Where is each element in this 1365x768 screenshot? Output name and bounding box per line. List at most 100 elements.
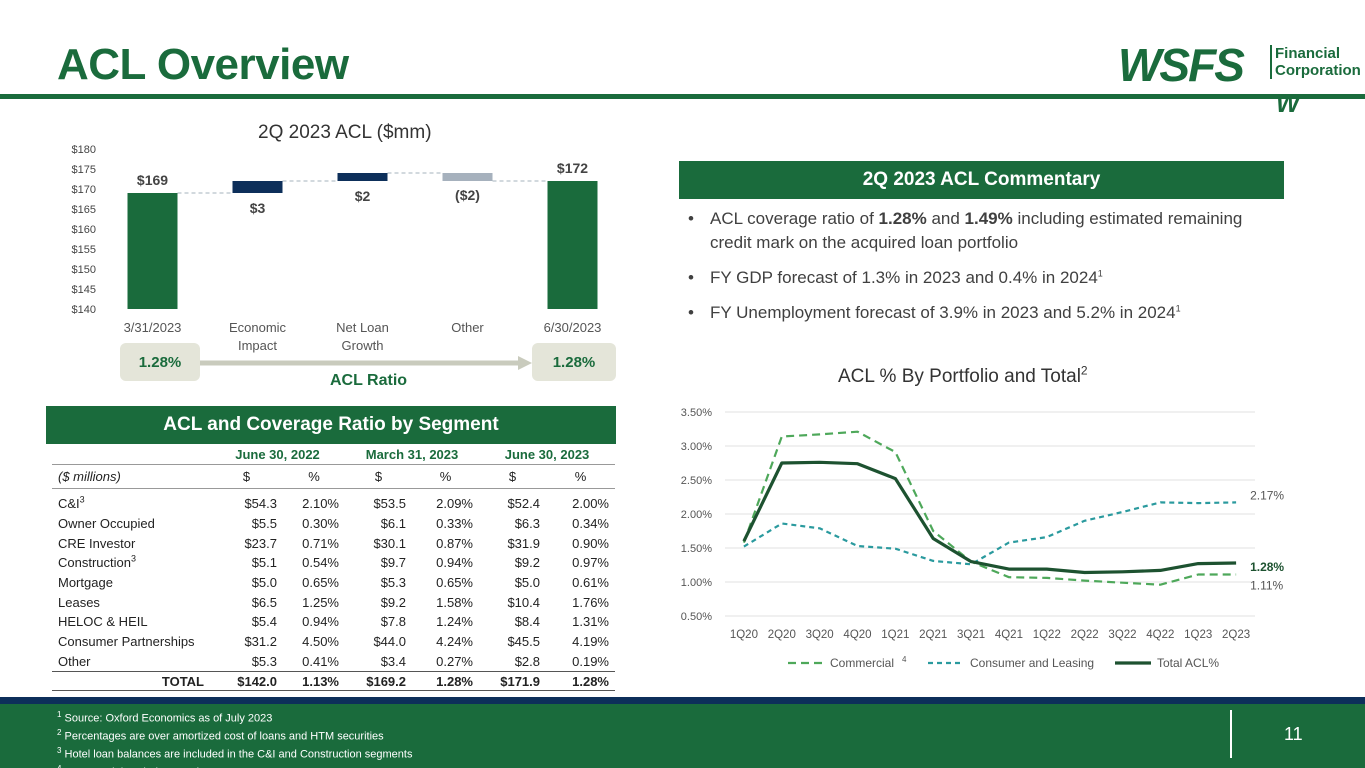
y-tick-label: $140 [72, 304, 96, 316]
acl-ratio-start: 1.28% [120, 343, 200, 381]
x-tick-label: 3Q21 [957, 629, 985, 641]
x-tick-label: 6/30/2023 [544, 320, 602, 335]
bullet1-text-a: ACL coverage ratio of [710, 209, 879, 228]
series-end-label: 2.17% [1250, 488, 1284, 502]
segment-banner: ACL and Coverage Ratio by Segment [46, 406, 616, 444]
table-period-header: June 30, 2022 March 31, 2023 June 30, 20… [52, 445, 615, 466]
line-chart-title-footnote: 2 [1080, 363, 1088, 378]
footer-band [0, 697, 1365, 704]
waterfall-bar [547, 181, 598, 309]
footnote: 2 Percentages are over amortized cost of… [57, 728, 384, 743]
y-tick-label: $145 [72, 284, 96, 296]
table-row: HELOC & HEIL $5.4 0.94% $7.8 1.24% $8.4 1.31% [52, 612, 615, 632]
ratio-arrow [200, 356, 532, 370]
y-tick-label: $175 [72, 164, 96, 176]
commentary-banner: 2Q 2023 ACL Commentary [679, 161, 1284, 199]
period-header: June 30, 2023 [479, 445, 615, 466]
table-row: C&I3 $54.3 2.10% $53.5 2.09% $52.4 2.00% [52, 489, 615, 514]
cell-ratio: 0.65% [436, 575, 473, 591]
x-tick-label: 1Q22 [1033, 629, 1061, 641]
cell-amount: $5.0 [514, 575, 540, 591]
cell-ratio: 4.24% [436, 634, 473, 650]
x-tick-label: 3/31/2023 [124, 320, 182, 335]
cell-ratio: 0.33% [436, 516, 473, 532]
x-tick-label: 1Q20 [730, 629, 758, 641]
segment-label: Mortgage [58, 575, 113, 591]
x-tick-label: Impact [238, 338, 277, 353]
cell-amount: $52.4 [507, 495, 540, 511]
bullet2-footnote: 1 [1097, 268, 1103, 279]
series-line [743, 501, 1237, 566]
cell-amount: $54.3 [244, 495, 277, 511]
cell-amount: $5.4 [251, 614, 277, 630]
bullet1-value-a: 1.28% [878, 209, 927, 228]
cell-amount: $6.5 [251, 594, 277, 610]
period-header: March 31, 2023 [345, 445, 479, 466]
cell-amount: $45.5 [507, 634, 540, 650]
cell-ratio: 0.97% [572, 555, 609, 571]
table-total-row: TOTAL $142.0 1.13% $169.2 1.28% $171.9 1.28% [52, 670, 615, 692]
cell-amount: $44.0 [373, 634, 406, 650]
cell-amount: $10.4 [507, 594, 540, 610]
cell-amount: $6.3 [514, 516, 540, 532]
logo-wordmark: WSFS [1118, 39, 1245, 91]
waterfall-title: 2Q 2023 ACL ($mm) [258, 122, 432, 143]
cell-ratio: 0.87% [436, 535, 473, 551]
table-column-header: ($ millions) $ % $ % $ % [52, 464, 615, 490]
cell-ratio: 1.25% [302, 594, 339, 610]
bar-data-label: ($2) [455, 187, 480, 203]
table-body: C&I3 $54.3 2.10% $53.5 2.09% $52.4 2.00% Owner … [52, 489, 615, 692]
x-tick-label: 4Q20 [843, 629, 871, 641]
y-tick-label: 2.50% [681, 475, 712, 487]
waterfall-bar [337, 173, 388, 181]
y-tick-label: $165 [72, 204, 96, 216]
title-rule [0, 94, 1365, 99]
cell-ratio: 0.34% [572, 516, 609, 532]
footnote: 3 Hotel loan balances are included in th… [57, 746, 413, 761]
cell-ratio: 0.65% [302, 575, 339, 591]
cell-amount: $5.3 [380, 575, 406, 591]
series-line [742, 460, 1237, 575]
cell-amount: $8.4 [514, 614, 540, 630]
legend-label: Consumer and Leasing [970, 656, 1094, 670]
commentary-bullet-unemployment: FY Unemployment forecast of 3.9% in 2023… [688, 301, 1288, 325]
waterfall-chart: $140 $145 $150 $155 $160 $165 $170 $175 $180 $169… [72, 144, 602, 353]
cell-ratio: 1.28% [546, 670, 615, 692]
acl-ratio-label: ACL Ratio [330, 372, 408, 389]
segment-label: HELOC & HEIL [58, 614, 148, 630]
table-header-blank [52, 445, 210, 466]
cell-ratio: 2.10% [302, 495, 339, 511]
y-tick-label: $160 [72, 224, 96, 236]
waterfall-bar [232, 181, 283, 193]
x-tick-label: Other [451, 320, 484, 335]
y-tick-label: $150 [72, 264, 96, 276]
bullet3-text: FY Unemployment forecast of 3.9% in 2023… [710, 303, 1176, 322]
col-dollar: $ [345, 464, 412, 490]
cell-ratio: 1.13% [283, 670, 345, 692]
table-row: Mortgage $5.0 0.65% $5.3 0.65% $5.0 0.61% [52, 573, 615, 593]
cell-amount: $5.3 [251, 653, 277, 669]
table-row: Other $5.3 0.41% $3.4 0.27% $2.8 0.19% [52, 652, 615, 672]
wsfs-logo: WSFS Financial Corporation W [1118, 39, 1361, 118]
bullet1-text-b: and [926, 209, 965, 228]
table-row: Owner Occupied $5.5 0.30% $6.1 0.33% $6.3 0.34… [52, 514, 615, 534]
x-tick-label: Economic [229, 320, 287, 335]
cell-ratio: 0.94% [302, 614, 339, 630]
x-tick-label: Net Loan [336, 320, 389, 335]
segment-label: Construction3 [58, 554, 136, 571]
segment-footnote: 3 [79, 494, 85, 505]
cell-ratio: 2.00% [572, 495, 609, 511]
commentary-list: ACL coverage ratio of 1.28% and 1.49% in… [688, 207, 1288, 336]
bullet1-text-c: including estimated remaining credit mar… [710, 209, 1243, 252]
footer [0, 704, 1365, 768]
cell-ratio: 0.27% [436, 653, 473, 669]
segment-label: TOTAL [52, 670, 210, 692]
cell-amount: $9.7 [380, 555, 406, 571]
cell-ratio: 2.09% [436, 495, 473, 511]
bar-data-label: $169 [137, 172, 168, 188]
cell-amount: $171.9 [479, 670, 546, 692]
x-tick-label: 2Q22 [1071, 629, 1099, 641]
segment-label: Owner Occupied [58, 516, 155, 532]
table-row: Construction3 $5.1 0.54% $9.7 0.94% $9.2 0.97% [52, 553, 615, 573]
cell-ratio: 0.71% [302, 535, 339, 551]
